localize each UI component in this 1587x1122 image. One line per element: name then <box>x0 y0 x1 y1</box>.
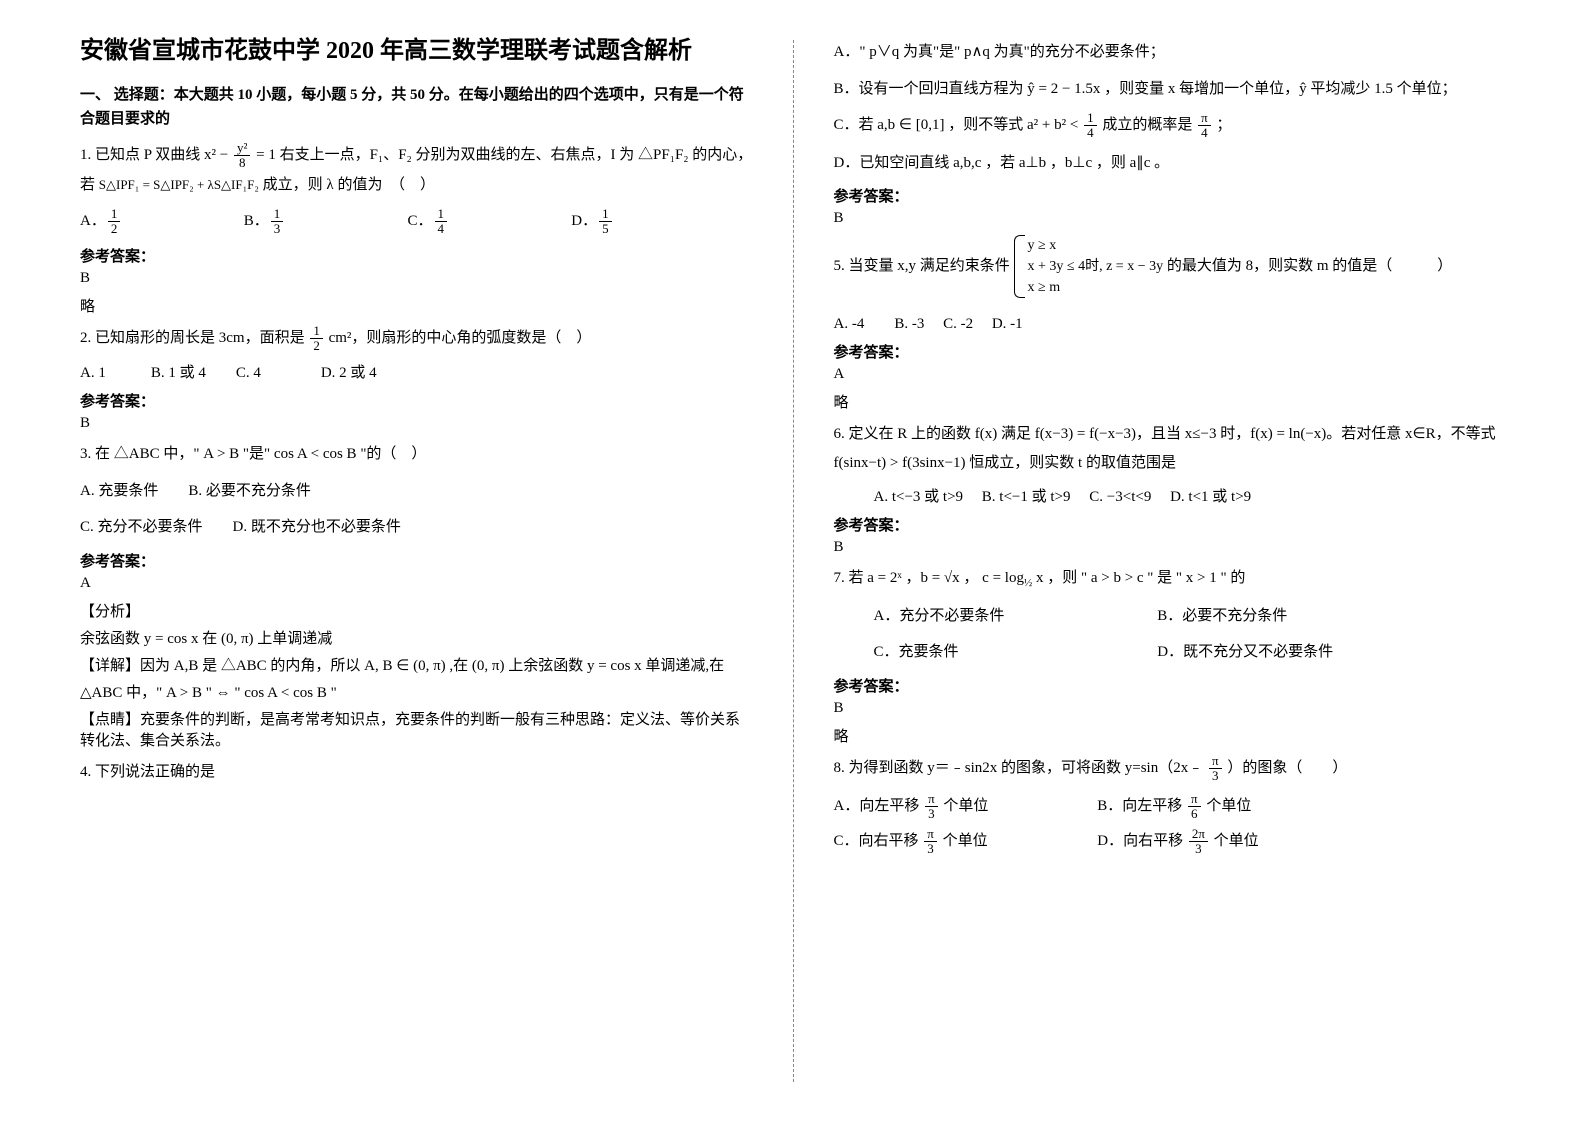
q3-analysis-4: 【点睛】充要条件的判断，是高考常考知识点，充要条件的判断一般有三种思路：定义法、… <box>80 708 754 750</box>
q5-options: A. -4 B. -3 C. -2 D. -1 <box>834 312 1508 333</box>
q1-extra: 略 <box>80 295 754 316</box>
q8-optB-pre: B．向左平移 <box>1097 798 1182 814</box>
q1-options: A．12 B．13 C．14 D．15 <box>80 207 754 237</box>
question-8: 8. 为得到函数 y＝﹣sin2x 的图象，可将函数 y=sin（2x﹣ π3 … <box>834 754 1508 784</box>
q4-optC-pre: C．若 a,b ∈ [0,1] ，则不等式 <box>834 117 1024 133</box>
q3-optsAB: A. 充要条件 B. 必要不充分条件 <box>80 477 754 506</box>
q3-ans-label: 参考答案： <box>80 550 754 571</box>
q7-optB: B．必要不充分条件 <box>1157 608 1287 624</box>
q7-suf: ，则 " a > b > c " 是 " x > 1 " 的 <box>1047 570 1245 586</box>
q3-analysis-2: 【详解】因为 A,B 是 △ABC 的内角，所以 A, B ∈ (0, π) ,… <box>80 654 754 675</box>
q1-optA-label: A． <box>80 213 106 229</box>
q8-optB-suf: 个单位 <box>1206 798 1251 814</box>
q8-optA-pre: A．向左平移 <box>834 798 920 814</box>
q5-ans-label: 参考答案： <box>834 341 1508 362</box>
q1-mid: 右支上一点，F₁、F₂ 分别为双曲线的左、右焦点，I 为 <box>280 147 635 163</box>
q3-analysis-label: 【分析】 <box>80 600 754 621</box>
q5-extra: 略 <box>834 391 1508 412</box>
q4-optB: B．设有一个回归直线方程为 ŷ = 2 − 1.5x ，则变量 x 每增加一个单… <box>834 75 1508 104</box>
q6-ans: B <box>834 539 1508 556</box>
q2-options: A. 1 B. 1 或 4 C. 4 D. 2 或 4 <box>80 361 754 382</box>
q2-prefix: 2. 已知扇形的周长是 3cm，面积是 <box>80 330 305 346</box>
q7-extra: 略 <box>834 725 1508 746</box>
q1-ans: B <box>80 270 754 287</box>
q1-ans-label: 参考答案： <box>80 245 754 266</box>
q2-suffix: cm²，则扇形的中心角的弧度数是（ ） <box>329 330 592 346</box>
q1-formula: x² − y²8 = 1 <box>204 147 280 163</box>
q1-optD-label: D． <box>571 213 597 229</box>
question-1: 1. 已知点 P 双曲线 x² − y²8 = 1 右支上一点，F₁、F₂ 分别… <box>80 141 754 199</box>
q1-cond: S△IPF₁ = S△IPF₂ + λS△IF₁F₂ <box>99 177 259 192</box>
q4-ans-label: 参考答案： <box>834 185 1508 206</box>
q5-pre: 5. 当变量 x,y 满足约束条件 <box>834 258 1010 274</box>
q2-ans: B <box>80 415 754 432</box>
q7-opts-row2: C．充要条件 D．既不充分又不必要条件 <box>874 638 1508 667</box>
q7-clog: c = log½ x <box>982 570 1043 586</box>
q8-optC-suf: 个单位 <box>943 833 988 849</box>
q5-l2: x + 3y ≤ 4时, z = x − 3y <box>1028 256 1164 277</box>
question-5: 5. 当变量 x,y 满足约束条件 y ≥ x x + 3y ≤ 4时, z =… <box>834 235 1508 298</box>
q7-optC: C．充要条件 <box>874 638 1154 667</box>
q4-optC-suf: 成立的概率是 <box>1102 117 1192 133</box>
q1-prefix: 1. 已知点 P 双曲线 <box>80 147 200 163</box>
question-2: 2. 已知扇形的周长是 3cm，面积是 12 cm²，则扇形的中心角的弧度数是（… <box>80 324 754 354</box>
q8-optA-suf: 个单位 <box>943 798 988 814</box>
q4-ans: B <box>834 210 1508 227</box>
q8-optC-pre: C．向右平移 <box>834 833 919 849</box>
q7-ans: B <box>834 700 1508 717</box>
q2-ans-label: 参考答案： <box>80 390 754 411</box>
q4-optA: A．" p∨q 为真"是" p∧q 为真"的充分不必要条件； <box>834 38 1508 67</box>
q7-optD: D．既不充分又不必要条件 <box>1157 644 1333 660</box>
q8-optD-pre: D．向右平移 <box>1097 833 1183 849</box>
q8-pre: 8. 为得到函数 y＝﹣sin2x 的图象，可将函数 y=sin（2x﹣ <box>834 760 1204 776</box>
q5-ans: A <box>834 366 1508 383</box>
question-3: 3. 在 △ABC 中，" A > B "是" cos A < cos B "的… <box>80 440 754 469</box>
q4-optC-mid: a² + b² < <box>1027 117 1078 133</box>
page-title: 安徽省宣城市花鼓中学 2020 年高三数学理联考试题含解析 <box>80 30 754 65</box>
q3-ans: A <box>80 575 754 592</box>
q8-optD-suf: 个单位 <box>1214 833 1259 849</box>
q4-optC-end: ； <box>1216 117 1231 133</box>
q1-end: 成立，则 λ 的值为 （ ） <box>263 177 435 193</box>
q3-optsCD: C. 充分不必要条件 D. 既不充分也不必要条件 <box>80 513 754 542</box>
q3-analysis-1: 余弦函数 y = cos x 在 (0, π) 上单调递减 <box>80 627 754 648</box>
q1-optB-label: B． <box>244 213 269 229</box>
q7-ans-label: 参考答案： <box>834 675 1508 696</box>
q1-optC-label: C． <box>408 213 433 229</box>
q5-suf: 的最大值为 8，则实数 m 的值是（ ） <box>1167 258 1452 274</box>
q5-l3: x ≥ m <box>1028 277 1164 298</box>
q7-pre: 7. 若 a = 2ˣ ，b = √x ， <box>834 570 979 586</box>
q1-tri: △PF₁F₂ <box>638 147 689 163</box>
q6-ans-label: 参考答案： <box>834 514 1508 535</box>
q6-options: A. t<−3 或 t>9 B. t<−1 或 t>9 C. −3<t<9 D.… <box>874 485 1508 506</box>
q4-optC: C．若 a,b ∈ [0,1] ，则不等式 a² + b² < 14 成立的概率… <box>834 111 1508 141</box>
question-7: 7. 若 a = 2ˣ ，b = √x ， c = log½ x ，则 " a … <box>834 564 1508 594</box>
q4-optD: D．已知空间直线 a,b,c ，若 a⊥b ，b⊥c ，则 a∥c 。 <box>834 149 1508 178</box>
q8-suf: ）的图象（ ） <box>1227 760 1347 776</box>
q5-l1: y ≥ x <box>1028 235 1164 256</box>
question-4: 4. 下列说法正确的是 <box>80 758 754 787</box>
q8-options-row1: A．向左平移 π3 个单位 B．向左平移 π6 个单位 <box>834 792 1508 822</box>
q7-opts-row1: A．充分不必要条件 B．必要不充分条件 <box>874 602 1508 631</box>
q5-brace: y ≥ x x + 3y ≤ 4时, z = x − 3y x ≥ m <box>1014 235 1164 298</box>
section-1-head: 一、 选择题：本大题共 10 小题，每小题 5 分，共 50 分。在每小题给出的… <box>80 83 754 131</box>
q3-analysis-3: △ABC 中，" A > B " ⇔ " cos A < cos B " <box>80 681 754 702</box>
question-6: 6. 定义在 R 上的函数 f(x) 满足 f(x−3) = f(−x−3)，且… <box>834 420 1508 477</box>
q7-optA: A．充分不必要条件 <box>874 602 1154 631</box>
q8-options-row2: C．向右平移 π3 个单位 D．向右平移 2π3 个单位 <box>834 827 1508 857</box>
